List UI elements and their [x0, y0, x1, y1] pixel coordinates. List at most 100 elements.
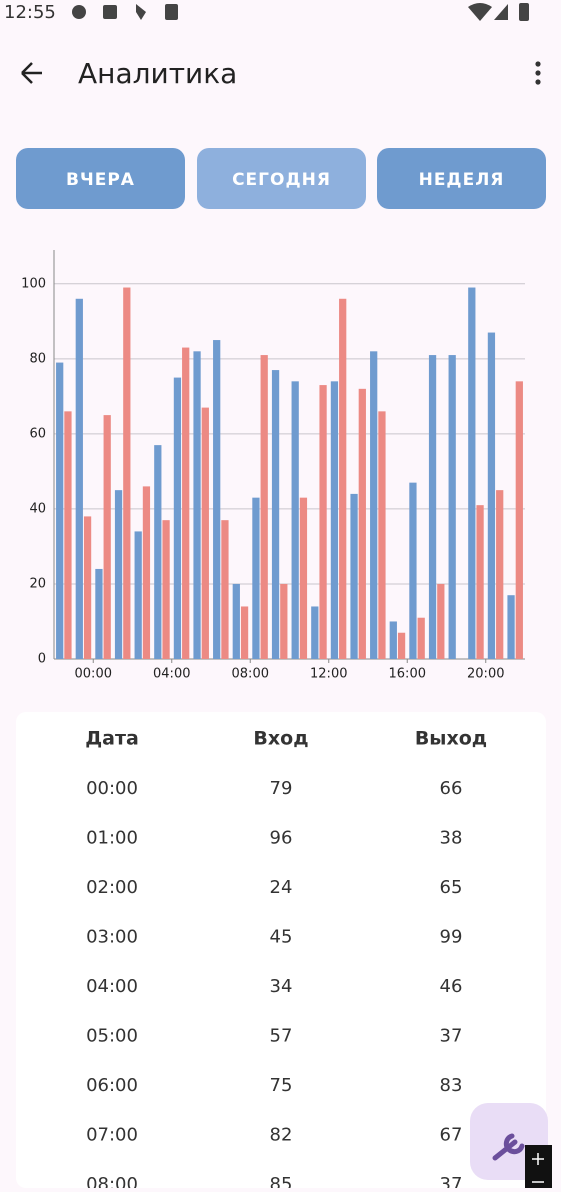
tab-label: НЕДЕЛЯ: [419, 170, 505, 190]
status-time: 12:55: [4, 2, 56, 23]
bar: [182, 347, 190, 659]
table-cell: 00:00: [86, 778, 138, 799]
table-header: Вход: [253, 728, 308, 750]
x-tick-label: 12:00: [310, 667, 347, 682]
bar: [252, 497, 260, 659]
bar: [75, 298, 83, 659]
bar: [213, 340, 221, 659]
bar: [56, 362, 64, 659]
bar: [319, 385, 327, 659]
bar: [487, 332, 496, 659]
tab-label: СЕГОДНЯ: [232, 170, 331, 190]
x-tick-label: 16:00: [389, 667, 426, 682]
table-cell: 83: [440, 1075, 463, 1096]
bar: [260, 355, 268, 659]
app-title: Аналитика: [78, 57, 237, 90]
bar: [83, 516, 92, 659]
table-cell: 08:00: [86, 1174, 138, 1188]
tab-button[interactable]: НЕДЕЛЯ: [377, 148, 546, 209]
bar: [476, 505, 484, 659]
table-cell: 85: [270, 1174, 293, 1188]
bar: [114, 490, 123, 659]
bar: [437, 583, 445, 659]
table-cell: 06:00: [86, 1075, 138, 1096]
bar: [370, 351, 378, 659]
table-cell: 34: [270, 976, 293, 997]
bar: [240, 606, 249, 659]
back-button[interactable]: [21, 62, 42, 84]
bar: [448, 355, 456, 659]
table-cell: 05:00: [86, 1026, 138, 1047]
y-tick-label: 100: [21, 276, 46, 291]
bar: [154, 445, 162, 659]
bar: [64, 411, 72, 659]
table-header: Дата: [85, 728, 139, 750]
bar: [142, 486, 151, 659]
bar: [299, 497, 308, 659]
bar: [468, 287, 476, 659]
table-cell: 38: [440, 828, 463, 849]
tab-button[interactable]: ВЧЕРА: [16, 148, 185, 209]
table-cell: 37: [440, 1026, 463, 1047]
bar: [428, 355, 437, 659]
bar: [515, 381, 523, 659]
table-cell: 82: [270, 1125, 293, 1146]
y-tick-label: 0: [38, 652, 46, 667]
y-tick-label: 20: [29, 576, 46, 591]
bar: [339, 298, 347, 659]
x-tick-label: 00:00: [75, 667, 112, 682]
bar: [123, 287, 131, 659]
table-cell: 45: [270, 927, 293, 948]
table-cell: 57: [270, 1026, 293, 1047]
table-cell: 01:00: [86, 828, 138, 849]
x-tick-label: 20:00: [467, 667, 504, 682]
table-cell: 02:00: [86, 877, 138, 898]
chart: 0 20 40 60 80 100 00:00 04:00 08:00 12:00 16:00 20:…: [21, 250, 525, 682]
bar: [507, 595, 515, 659]
bar: [103, 415, 111, 659]
bar: [311, 606, 319, 659]
table-cell: 66: [440, 778, 463, 799]
table-cell: 75: [270, 1075, 293, 1096]
y-tick-label: 60: [29, 426, 46, 441]
table-cell: 79: [270, 778, 293, 799]
table-card: [16, 712, 546, 1188]
bar: [378, 411, 386, 659]
table-cell: 96: [270, 828, 293, 849]
table-cell: 07:00: [86, 1125, 138, 1146]
table-cell: 99: [440, 927, 463, 948]
bar: [201, 407, 209, 659]
table-header: Выход: [415, 728, 487, 750]
y-tick-label: 40: [29, 501, 46, 516]
bar: [358, 388, 366, 659]
bar: [221, 520, 229, 659]
bar: [389, 621, 397, 659]
tab-label: ВЧЕРА: [66, 170, 135, 190]
bar: [193, 351, 201, 659]
bar: [95, 568, 103, 659]
table-cell: 24: [270, 877, 293, 898]
bar: [409, 482, 417, 659]
menu-button[interactable]: [535, 61, 541, 85]
table-cell: 46: [440, 976, 463, 997]
table-cell: 67: [440, 1125, 463, 1146]
bar: [417, 617, 425, 659]
x-tick-label: 08:00: [232, 667, 269, 682]
status-icons: [72, 3, 529, 21]
bar: [397, 632, 406, 659]
bar: [173, 377, 182, 659]
bar: [271, 370, 280, 659]
tab-button[interactable]: СЕГОДНЯ: [197, 148, 366, 209]
table-cell: 65: [440, 877, 463, 898]
bar: [162, 520, 170, 659]
bar: [134, 531, 142, 659]
bar: [330, 381, 339, 659]
bar: [280, 583, 288, 659]
x-tick-label: 04:00: [153, 667, 190, 682]
table-cell: 04:00: [86, 976, 138, 997]
bar: [291, 381, 299, 659]
table-cell: 37: [440, 1174, 463, 1188]
zoom-control[interactable]: [525, 1145, 552, 1188]
